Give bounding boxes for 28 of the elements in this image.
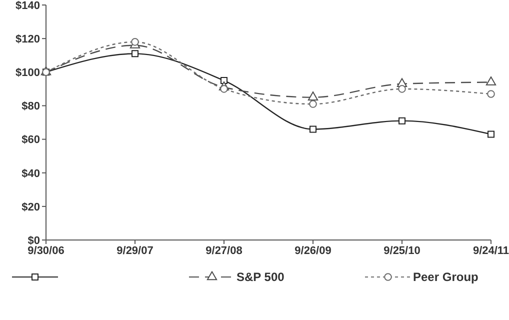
point <box>398 85 406 93</box>
legend-label: S&P 500 <box>236 270 284 284</box>
y-tick-label: $20 <box>22 201 40 214</box>
point <box>131 38 139 46</box>
x-tick-label: 9/25/10 <box>384 244 420 257</box>
x-tick-label: 9/24/11 <box>472 244 509 257</box>
point <box>308 92 318 100</box>
y-tick-label: $140 <box>16 0 40 12</box>
x-tick-label: 9/30/06 <box>28 244 64 257</box>
y-tick-label: $120 <box>16 33 40 46</box>
point <box>486 76 496 86</box>
point <box>220 85 228 93</box>
point <box>310 126 316 133</box>
point <box>398 117 406 124</box>
point <box>309 100 317 108</box>
legend-label: Peer Group <box>413 270 478 284</box>
point <box>488 130 494 138</box>
x-tick-label: 9/27/08 <box>206 244 242 257</box>
x-tick-label: 9/29/07 <box>116 244 154 257</box>
point <box>132 50 138 58</box>
point <box>487 90 495 98</box>
y-tick-label: $100 <box>16 67 40 80</box>
x-tick-label: 9/26/09 <box>294 244 332 257</box>
y-tick-label: $80 <box>22 100 40 113</box>
point <box>220 77 228 84</box>
y-tick-label: $40 <box>22 168 40 180</box>
y-tick-label: $60 <box>22 134 40 146</box>
y-tick-label: $0 <box>28 234 40 247</box>
